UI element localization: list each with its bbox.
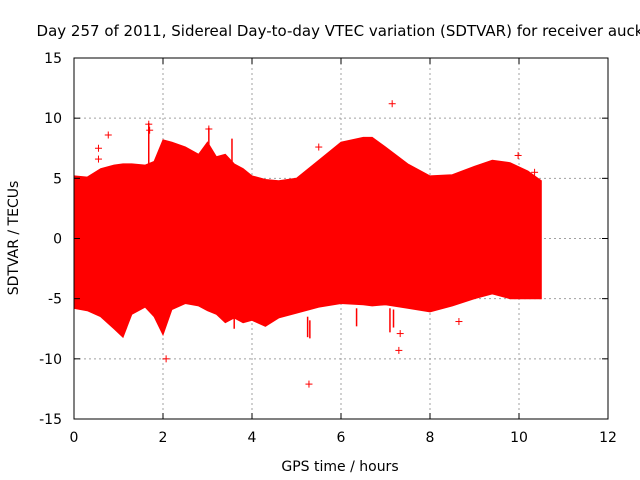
data-point <box>395 346 403 354</box>
data-point <box>145 120 153 128</box>
data-point <box>388 100 396 108</box>
x-tick-label: 8 <box>426 430 435 446</box>
x-tick-label: 6 <box>337 430 346 446</box>
data-point <box>104 131 112 139</box>
y-axis-label: SDTVAR / TECUs <box>6 181 22 296</box>
y-tick-label: 5 <box>53 171 62 187</box>
x-tick-label: 10 <box>510 430 528 446</box>
data-point <box>162 355 170 363</box>
data-point <box>455 318 463 326</box>
chart-title: Day 257 of 2011, Sidereal Day-to-day VTE… <box>37 22 640 40</box>
x-tick-label: 4 <box>248 430 257 446</box>
data-point <box>94 155 102 163</box>
data-point <box>94 144 102 152</box>
x-axis-label: GPS time / hours <box>281 459 398 475</box>
y-tick-label: 0 <box>53 232 62 248</box>
plot-area <box>73 100 542 388</box>
data-point <box>531 168 539 176</box>
y-tick-label: -10 <box>39 352 62 368</box>
x-tick-label: 2 <box>159 430 168 446</box>
data-point <box>146 126 154 134</box>
plot-frame <box>73 57 609 420</box>
data-point <box>396 330 404 338</box>
y-tick-label: 10 <box>44 111 62 127</box>
data-band <box>73 136 542 339</box>
y-tick-label: 15 <box>44 51 62 67</box>
axis-ticks: 0 2 4 6 8 10 12 -15 -10 -5 0 5 10 15 <box>39 51 617 446</box>
data-point <box>205 125 213 133</box>
y-tick-label: -5 <box>48 292 62 308</box>
data-point <box>315 143 323 151</box>
x-tick-label: 12 <box>599 430 617 446</box>
data-point <box>305 380 313 388</box>
y-tick-label: -15 <box>39 412 62 428</box>
x-tick-label: 0 <box>70 430 79 446</box>
data-point <box>514 151 522 159</box>
